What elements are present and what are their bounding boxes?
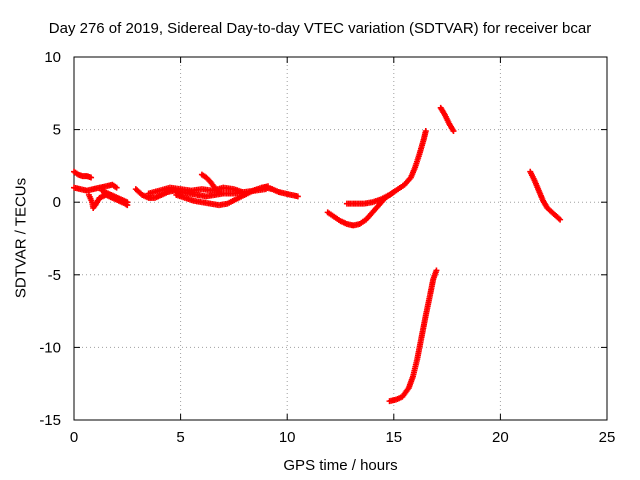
x-tick-label: 25 xyxy=(599,429,616,446)
y-tick-label: 10 xyxy=(44,49,61,66)
data-point xyxy=(124,199,131,206)
data-point xyxy=(294,193,301,200)
series-arc-f xyxy=(145,184,246,197)
series-arc-b xyxy=(71,181,120,194)
data-point xyxy=(214,187,221,194)
series-arc-j xyxy=(324,128,429,229)
series-arc-l xyxy=(386,267,440,405)
series-arc-h xyxy=(198,171,222,196)
series-arc-d xyxy=(98,187,131,206)
series-arc-n xyxy=(527,168,564,223)
y-tick-label: -5 xyxy=(48,267,61,284)
data-point xyxy=(113,184,120,191)
grid-lines xyxy=(74,57,607,420)
y-axis-label: SDTVAR / TECUs xyxy=(12,177,30,299)
x-axis-label: GPS time / hours xyxy=(283,457,398,474)
data-marks xyxy=(71,104,564,405)
series-arc-g xyxy=(173,183,272,209)
data-point xyxy=(433,267,440,274)
series-arc-m xyxy=(437,104,457,135)
x-tick-label: 0 xyxy=(70,429,78,446)
data-point xyxy=(88,174,95,181)
data-point xyxy=(422,128,429,135)
data-point xyxy=(450,128,457,135)
data-point xyxy=(557,216,564,223)
plot-frame xyxy=(73,56,608,421)
x-tick-label: 20 xyxy=(492,429,509,446)
axis-ticks: 0 5 10 15 20 25 -15 -10 -5 0 5 10 xyxy=(39,49,615,446)
series-arc-k xyxy=(343,189,397,207)
x-tick-label: 15 xyxy=(385,429,402,446)
y-tick-label: 5 xyxy=(53,122,61,139)
y-tick-label: -10 xyxy=(39,339,61,356)
y-tick-label: 0 xyxy=(53,194,61,211)
x-tick-label: 10 xyxy=(279,429,296,446)
data-point xyxy=(215,189,222,196)
y-tick-label: -15 xyxy=(39,412,61,429)
chart-title: Day 276 of 2019, Sidereal Day-to-day VTE… xyxy=(48,20,592,37)
x-tick-label: 5 xyxy=(176,429,184,446)
data-point xyxy=(390,189,397,196)
series-arc-i xyxy=(262,184,301,200)
series-arc-a xyxy=(71,168,95,181)
